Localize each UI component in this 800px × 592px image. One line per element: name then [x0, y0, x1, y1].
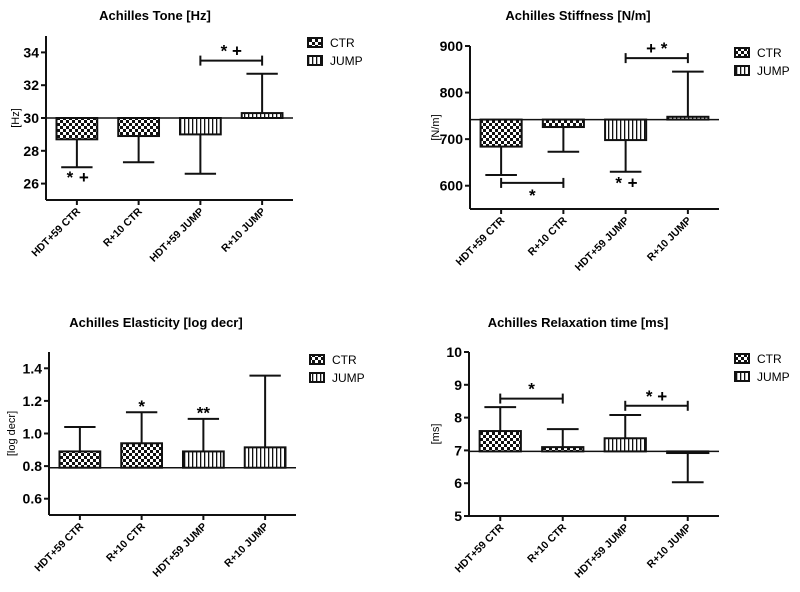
bar-1	[478, 430, 522, 453]
legend-label-ctr: CTR	[757, 352, 782, 366]
y-tick-label: 800	[440, 85, 464, 101]
x-tick-label: HDT+59 JUMP	[150, 521, 209, 580]
x-tick-label: R+10 CTR	[104, 520, 148, 564]
y-tick-label: 600	[440, 178, 464, 194]
chart-panel-4: Achilles Relaxation time [ms] [ms] 5 6 7 8 9 10…	[430, 315, 790, 581]
x-tick-label: HDT+59 CTR	[32, 520, 86, 574]
bar-1	[479, 118, 523, 148]
chart-panel-1: Achilles Tone [Hz] [Hz] 26 28 30 32 34 HDT+59 C…	[10, 8, 363, 265]
legend-label-jump: JUMP	[330, 54, 363, 68]
x-tick-label: R+10 JUMP	[645, 215, 694, 264]
y-tick-label: 34	[23, 44, 39, 60]
significance-marker: *	[615, 173, 622, 192]
chart-panel-3: Achilles Elasticity [log decr] [log decr]…	[6, 315, 365, 580]
legend-swatch-ctr	[734, 353, 750, 364]
legend-label-ctr: CTR	[332, 353, 357, 367]
bar-2	[541, 118, 585, 129]
significance-label: * +	[221, 42, 242, 61]
legend-label-jump: JUMP	[757, 64, 790, 78]
legend-swatch-ctr	[734, 47, 750, 58]
legend-swatch-jump	[309, 372, 325, 383]
bar-1	[55, 117, 99, 141]
significance-marker: +	[79, 168, 89, 187]
significance-label: + *	[646, 39, 668, 58]
significance-label: *	[528, 380, 535, 399]
y-tick-label: 5	[454, 508, 462, 524]
y-tick-label: 1.4	[23, 360, 43, 376]
bar-3	[178, 117, 222, 136]
y-axis-label: [log decr]	[6, 411, 18, 456]
legend-swatch-jump	[734, 371, 750, 382]
x-tick-label: R+10 CTR	[526, 214, 570, 258]
bar-3	[603, 437, 647, 453]
chart-title: Achilles Tone [Hz]	[99, 8, 211, 23]
y-tick-label: 8	[454, 410, 462, 426]
significance-marker: +	[628, 173, 638, 192]
y-tick-label: 1.0	[23, 426, 43, 442]
bar-2	[120, 442, 164, 469]
chart-panel-2: Achilles Stiffness [N/m] [N/m] 600 700 800 90…	[430, 8, 790, 274]
significance-marker: **	[197, 403, 211, 422]
bar-3	[181, 450, 225, 469]
x-tick-label: R+10 JUMP	[645, 522, 694, 571]
y-tick-label: 7	[454, 442, 462, 458]
bar-1	[58, 450, 102, 469]
x-tick-label: R+10 CTR	[101, 205, 145, 249]
significance-marker: *	[67, 168, 74, 187]
y-tick-label: 10	[446, 344, 462, 360]
y-tick-label: 0.6	[23, 491, 43, 507]
y-tick-label: 0.8	[23, 458, 43, 474]
x-tick-label: HDT+59 CTR	[29, 205, 83, 259]
y-tick-label: 32	[23, 77, 39, 93]
chart-title: Achilles Relaxation time [ms]	[488, 315, 669, 330]
y-tick-label: 700	[440, 131, 464, 147]
bar-2	[117, 117, 161, 138]
y-axis-label: [ms]	[430, 424, 442, 445]
bar-3	[604, 118, 648, 142]
x-tick-label: HDT+59 CTR	[454, 214, 508, 268]
y-tick-label: 28	[23, 143, 39, 159]
x-tick-label: HDT+59 JUMP	[147, 206, 206, 265]
x-tick-label: R+10 CTR	[525, 521, 569, 565]
x-tick-label: R+10 JUMP	[222, 521, 271, 570]
y-tick-label: 30	[23, 110, 39, 126]
significance-label: *	[529, 186, 536, 205]
legend-label-jump: JUMP	[757, 370, 790, 384]
significance-label: * +	[646, 387, 667, 406]
y-tick-label: 9	[454, 377, 462, 393]
legend-swatch-ctr	[307, 37, 323, 48]
y-tick-label: 900	[440, 38, 464, 54]
y-axis-label: [N/m]	[430, 114, 442, 140]
x-tick-label: R+10 JUMP	[219, 206, 268, 255]
legend-label-ctr: CTR	[757, 46, 782, 60]
x-tick-label: HDT+59 CTR	[453, 521, 507, 575]
chart-title: Achilles Stiffness [N/m]	[505, 8, 650, 23]
legend-label-ctr: CTR	[330, 36, 355, 50]
legend-swatch-jump	[734, 65, 750, 76]
legend-label-jump: JUMP	[332, 371, 365, 385]
y-axis-label: [Hz]	[10, 108, 22, 128]
bar-4	[243, 446, 287, 469]
y-tick-label: 1.2	[23, 393, 43, 409]
y-tick-label: 26	[23, 176, 39, 192]
x-tick-label: HDT+59 JUMP	[573, 215, 632, 274]
significance-marker: *	[138, 397, 145, 416]
chart-title: Achilles Elasticity [log decr]	[69, 315, 242, 330]
x-tick-label: HDT+59 JUMP	[572, 522, 631, 581]
legend-swatch-ctr	[309, 354, 325, 365]
legend-swatch-jump	[307, 55, 323, 66]
y-tick-label: 6	[454, 475, 462, 491]
